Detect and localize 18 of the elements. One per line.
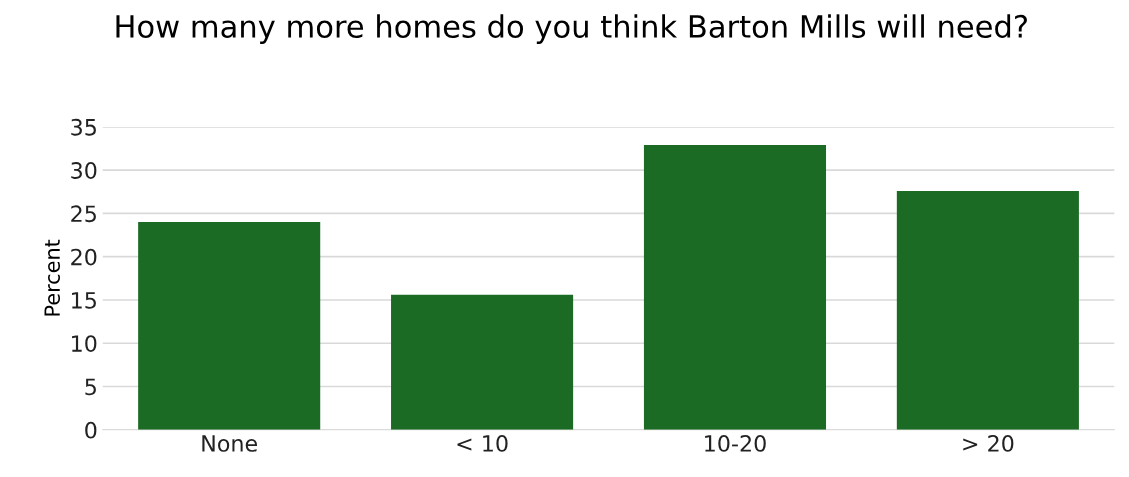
bar — [643, 145, 827, 430]
y-tick-label: 30 — [71, 162, 97, 179]
bar — [138, 222, 321, 430]
bar — [896, 190, 1079, 430]
y-tick-label: 25 — [71, 205, 96, 223]
x-tick-label: > 20 — [963, 435, 1014, 452]
chart-title: How many more homes do you think Barton Mills will need? — [116, 14, 1027, 44]
x-tick-label: None — [202, 435, 257, 452]
x-tick-label: < 10 — [457, 435, 508, 452]
y-tick-label: 35 — [71, 118, 96, 136]
x-tick-label: 10-20 — [705, 435, 766, 452]
y-tick-label: 0 — [85, 421, 97, 439]
bar — [391, 294, 574, 430]
y-tick-label: 10 — [72, 335, 97, 352]
y-tick-label: 20 — [71, 248, 97, 266]
y-tick-label: 15 — [72, 292, 96, 309]
y-axis-title: Percent — [44, 239, 61, 316]
y-tick-label: 5 — [85, 378, 96, 396]
